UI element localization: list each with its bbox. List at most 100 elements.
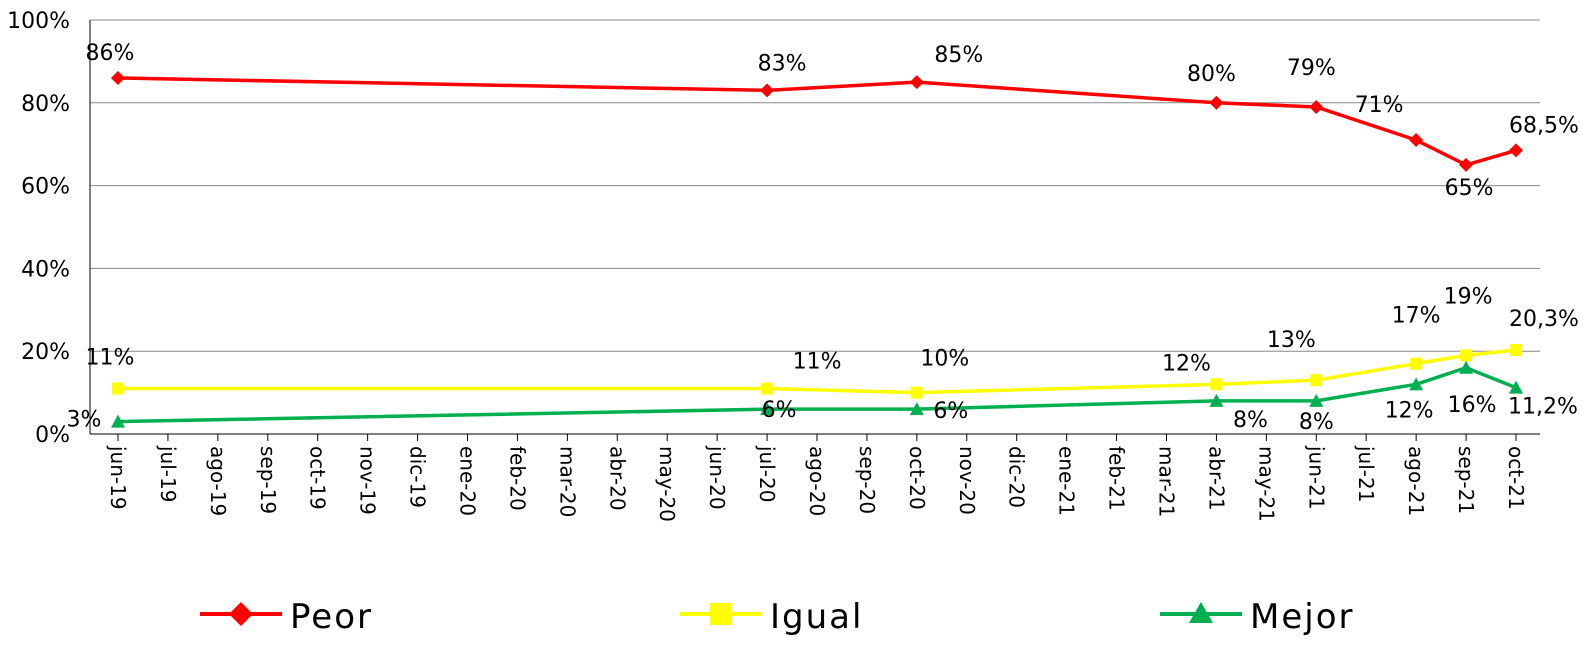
point-marker (1209, 95, 1224, 110)
point-marker (761, 382, 774, 395)
point-marker (1409, 133, 1424, 148)
x-tick-label: mar-21 (1155, 446, 1179, 517)
x-tick-label: ago-19 (206, 446, 230, 516)
data-label: 11% (86, 345, 135, 370)
data-label: 12% (1162, 351, 1211, 376)
legend-item-peor: Peor (200, 597, 373, 637)
x-tick-label: may-21 (1254, 446, 1278, 522)
data-label: 13% (1267, 328, 1316, 353)
point-marker (1459, 360, 1474, 374)
series-layer (111, 70, 1523, 428)
x-tick-label: nov-20 (955, 446, 979, 515)
x-tick-label: ene-21 (1055, 446, 1079, 516)
data-label: 65% (1445, 176, 1494, 201)
data-label: 8% (1233, 408, 1268, 433)
point-marker (1509, 143, 1523, 158)
y-axis-ticks: 0% 20% 40% 60% 80% 100% (7, 9, 70, 448)
data-label: 6% (933, 399, 968, 424)
legend-marker (1189, 602, 1213, 623)
x-tick-label: jul-20 (755, 445, 779, 502)
legend: Peor Igual Mejor (200, 597, 1354, 637)
point-marker (1509, 380, 1523, 394)
data-label: 20,3% (1509, 307, 1579, 332)
x-tick-label: abr-21 (1204, 446, 1228, 511)
point-marker (760, 83, 775, 98)
point-marker (1309, 99, 1324, 114)
legend-item-mejor: Mejor (1160, 597, 1354, 637)
x-tick-label: ago-21 (1404, 446, 1428, 516)
gridlines (89, 19, 1540, 435)
legend-marker (229, 602, 253, 626)
x-tick-label: feb-21 (1105, 446, 1129, 511)
series-mejor (111, 360, 1523, 428)
y-tick-label: 20% (21, 340, 70, 365)
x-tick-label: ene-20 (456, 446, 480, 516)
x-tick-label: may-20 (655, 446, 679, 522)
series-line (118, 348, 1517, 395)
x-tick-label: jul-21 (1354, 445, 1378, 502)
x-tick-label: ago-20 (805, 446, 829, 516)
x-tick-label: oct-20 (905, 446, 929, 510)
x-tick-label: jul-19 (156, 445, 180, 502)
point-marker (1209, 393, 1224, 407)
x-tick-label: jun-20 (705, 445, 729, 510)
series-line (117, 76, 1517, 167)
data-label: 6% (762, 398, 797, 423)
data-label: 79% (1287, 56, 1336, 81)
data-label: 83% (758, 51, 807, 76)
legend-label: Peor (290, 597, 373, 637)
x-tick-label: nov-19 (356, 446, 380, 515)
x-tick-label: mar-20 (555, 446, 579, 517)
point-marker (1459, 157, 1474, 172)
data-label: 19% (1444, 284, 1493, 309)
point-marker (760, 402, 775, 416)
point-marker (111, 70, 125, 85)
x-tick-label: oct-21 (1504, 446, 1528, 510)
data-label: 11,2% (1508, 395, 1578, 420)
series-line (117, 365, 1517, 424)
data-label: 12% (1385, 398, 1434, 423)
data-label: 16% (1448, 393, 1497, 418)
data-label: 17% (1392, 304, 1441, 329)
x-tick-label: jun-19 (106, 445, 130, 510)
data-label: 8% (1299, 410, 1334, 435)
point-marker (111, 414, 125, 428)
legend-label: Mejor (1250, 597, 1354, 637)
point-marker (1460, 349, 1473, 362)
point-marker (909, 75, 924, 90)
x-tick-label: feb-20 (505, 446, 529, 511)
data-label: 80% (1187, 62, 1236, 87)
point-marker (1510, 343, 1522, 356)
x-tick-label: abr-20 (605, 446, 629, 511)
data-label: 86% (86, 41, 135, 66)
y-tick-label: 0% (35, 423, 70, 448)
x-tick-label: dic-20 (1005, 446, 1029, 508)
point-marker (1309, 393, 1324, 407)
y-tick-label: 80% (21, 92, 70, 117)
x-tick-label: sep-20 (855, 446, 879, 514)
data-label: 3% (67, 408, 102, 433)
data-label: 68,5% (1509, 113, 1579, 138)
point-marker (1410, 357, 1423, 370)
point-marker (909, 402, 924, 416)
point-marker (1310, 374, 1323, 387)
data-label: 85% (934, 43, 983, 68)
point-marker (112, 382, 124, 395)
y-tick-label: 40% (21, 257, 70, 282)
series-igual (112, 343, 1522, 399)
y-tick-label: 100% (7, 9, 70, 34)
x-tick-label: dic-19 (406, 446, 430, 508)
x-axis-ticks: jun-19 jul-19 ago-19 sep-19 oct-19 nov-19 dic-… (106, 434, 1528, 522)
data-labels-layer: 86% 83% 85% 80% 79% 71% 65% 68,5% 11% 11% 10% 12% 13… (67, 41, 1579, 435)
x-tick-label: sep-21 (1454, 446, 1478, 514)
data-label: 10% (920, 347, 969, 372)
legend-item-igual: Igual (680, 597, 863, 637)
y-tick-label: 60% (21, 175, 70, 200)
point-marker (910, 386, 923, 399)
legend-label: Igual (770, 597, 863, 637)
x-tick-label: sep-19 (256, 446, 280, 514)
point-marker (1409, 377, 1424, 391)
x-tick-label: oct-19 (306, 446, 330, 510)
series-peor (111, 70, 1523, 172)
